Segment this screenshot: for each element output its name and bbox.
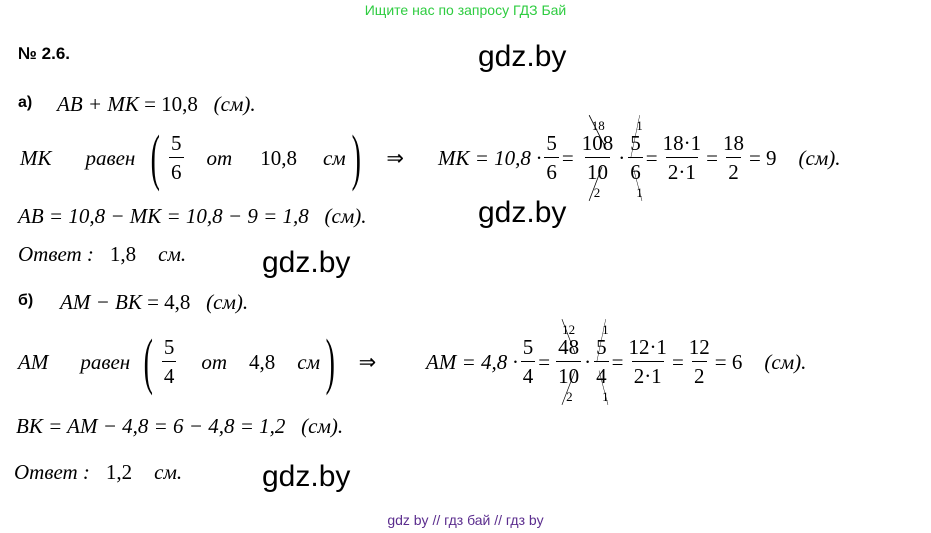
equals: = [645,145,658,170]
given-eq: = 4,8 [141,290,191,314]
given-lhs: AM − BK [60,290,142,314]
watermark: gdz.by [262,246,351,279]
equals: = [671,349,684,374]
answer-word: Ответ : [18,242,94,266]
right-paren: ) [325,328,335,396]
of: от [206,145,233,170]
var: AM [18,349,49,374]
fraction: 12 2 [688,335,710,388]
left-paren: ( [151,124,161,192]
result: = 6 [714,349,743,374]
var: MK [20,145,52,170]
answer-value: 1,8 [109,242,137,266]
answer-unit: см. [154,460,183,484]
of: от [201,349,228,374]
reduced-denominator: 1 [602,389,609,404]
equals: = [538,349,551,374]
equals: = [611,349,624,374]
value: 4,8 [249,349,276,374]
fraction: 12·1 2·1 [628,335,667,388]
implies-symbol: ⇒ [386,145,404,170]
part-b-answer: Ответ : 1,2 см. [14,460,182,485]
calc-lhs: MK = 10,8 · [438,145,542,170]
implies-symbol: ⇒ [358,349,377,374]
equals: = [706,145,718,170]
unit: см [297,349,320,374]
answer-unit: см. [158,242,187,266]
reduced-numerator: 1 [602,322,609,337]
watermark: gdz.by [262,460,351,493]
dot: · [584,349,592,374]
part-a-label: а) [18,94,33,111]
watermark: gdz.by [478,40,567,73]
calc-lhs: AM = 4,8 · [426,349,518,374]
fraction-reduced: 12 48 10 2 [556,319,582,405]
reduced-numerator: 12 [562,322,576,337]
given-unit: (см). [197,92,256,116]
part-a-answer: Ответ : 1,8 см. [18,242,186,267]
watermark: gdz.by [478,196,567,229]
answer-value: 1,2 [105,460,133,484]
result: = 9 [748,145,777,170]
reduced-numerator: 18 [591,118,605,133]
fraction: 18 2 [722,131,744,184]
fraction: 18·1 2·1 [662,131,702,184]
given-eq: = 10,8 [138,92,198,116]
part-a-given: AB + MK = 10,8 (см). [57,92,256,117]
footer-links: gdz by // гдз бай // гдз by [387,512,544,528]
reduced-denominator: 2 [566,389,573,404]
unit: см [322,145,346,170]
reduced-numerator: 1 [636,118,643,133]
part-b-bk: BK = AM − 4,8 = 6 − 4,8 = 1,2 (см). [16,414,344,438]
word: равен [80,349,131,374]
unit: (см). [764,349,807,374]
word: равен [85,145,136,170]
given-unit: (см). [190,290,249,314]
problem-number: № 2.6. [18,44,71,63]
reduced-denominator: 1 [636,185,643,200]
search-notice: Ищите нас по запросу ГДЗ Бай [364,2,567,18]
fraction-reduced: 18 108 10 2 [580,115,616,201]
unit: (см). [798,145,841,170]
reduced-denominator: 2 [593,185,601,200]
given-lhs: AB + MK [57,92,139,116]
part-b-label: б) [18,292,34,309]
part-b-given: AM − BK = 4,8 (см). [60,290,248,315]
right-paren: ) [351,124,361,192]
dot: · [618,145,626,170]
part-a-ab: AB = 10,8 − MK = 10,8 − 9 = 1,8 (см). [18,204,367,228]
answer-word: Ответ : [14,460,90,484]
value: 10,8 [260,145,297,170]
equals: = [561,145,574,170]
left-paren: ( [143,328,154,396]
